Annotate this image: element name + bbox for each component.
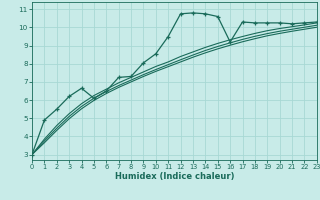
X-axis label: Humidex (Indice chaleur): Humidex (Indice chaleur) [115,172,234,181]
